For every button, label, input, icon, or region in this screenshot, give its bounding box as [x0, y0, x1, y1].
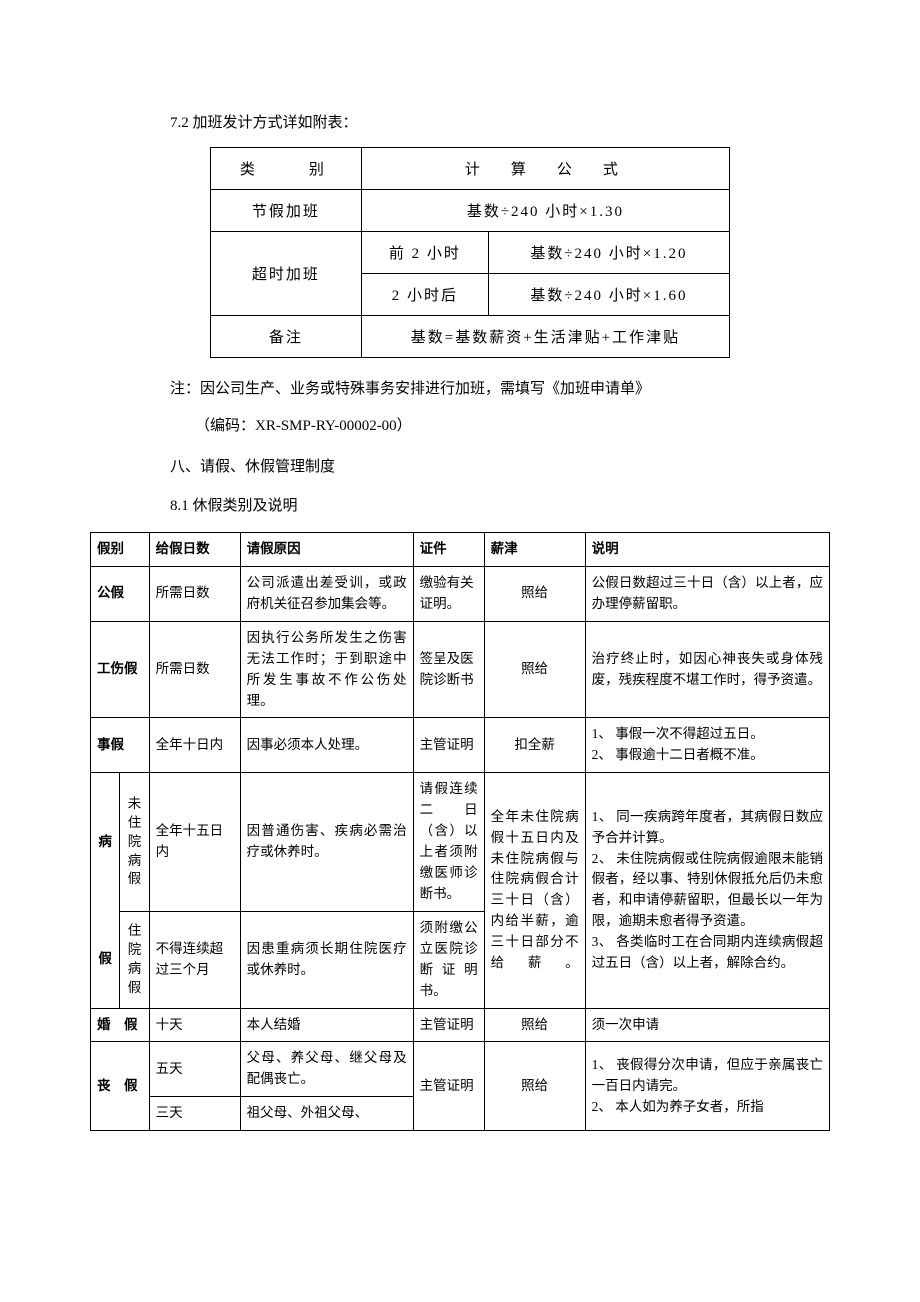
lv-marriage-type: 婚 假	[91, 1008, 150, 1042]
lv-row-marriage: 婚 假 十天 本人结婚 主管证明 照给 须一次申请	[91, 1008, 830, 1042]
lv-injury-type: 工伤假	[91, 621, 150, 718]
lv-sick-bottom: 假	[91, 911, 120, 1008]
lv-marriage-pay: 照给	[484, 1008, 585, 1042]
lv-sick-top: 病	[91, 773, 120, 912]
lv-injury-reason: 因执行公务所发生之伤害无法工作时；于到职途中所发生事故不作公伤处理。	[240, 621, 413, 718]
ot-after-sub: 2 小时后	[361, 274, 488, 316]
overtime-table: 类 别 计 算 公 式 节假加班 基数÷240 小时×1.30 超时加班 前 2…	[210, 147, 730, 358]
ot-holiday-label: 节假加班	[211, 190, 362, 232]
ot-after-formula: 基数÷240 小时×1.60	[488, 274, 729, 316]
lv-sick-pay: 全年未住院病假十五日内及未住院病假与住院病假合计三十日（含）内给半薪，逾三十日部…	[484, 773, 585, 1008]
leave-table: 假别 给假日数 请假原因 证件 薪津 说明 公假 所需日数 公司派遣出差受训，或…	[90, 532, 830, 1131]
lv-funeral-days1: 五天	[149, 1042, 240, 1097]
lv-marriage-doc: 主管证明	[413, 1008, 484, 1042]
lv-hdr-pay: 薪津	[484, 533, 585, 567]
lv-personal-doc: 主管证明	[413, 718, 484, 773]
ot-remark-label: 备注	[211, 316, 362, 358]
lv-injury-doc: 签呈及医院诊断书	[413, 621, 484, 718]
lv-funeral-pay: 照给	[484, 1042, 585, 1131]
lv-personal-reason: 因事必须本人处理。	[240, 718, 413, 773]
ot-hdr-type: 类 别	[211, 148, 362, 190]
lv-personal-days: 全年十日内	[149, 718, 240, 773]
lv-public-doc: 缴验有关证明。	[413, 566, 484, 621]
lv-hdr-doc: 证件	[413, 533, 484, 567]
lv-funeral-reason1: 父母、养父母、继父母及配偶丧亡。	[240, 1042, 413, 1097]
section-8: 八、请假、休假管理制度	[170, 454, 830, 481]
lv-funeral-days2: 三天	[149, 1097, 240, 1131]
lv-sick-out-doc: 请假连续二日（含）以上者须附缴医师诊断书。	[413, 773, 484, 912]
lv-sick-in-doc: 须附缴公立医院诊断证明书。	[413, 911, 484, 1008]
lv-hdr-type: 假别	[91, 533, 150, 567]
lv-public-reason: 公司派遣出差受训，或政府机关征召参加集会等。	[240, 566, 413, 621]
lv-sick-in-days: 不得连续超过三个月	[149, 911, 240, 1008]
ot-hdr-formula: 计 算 公 式	[361, 148, 729, 190]
lv-sick-note: 1、 同一疾病跨年度者，其病假日数应予合并计算。 2、 未住院病假或住院病假逾限…	[585, 773, 829, 1008]
lv-marriage-days: 十天	[149, 1008, 240, 1042]
lv-sick-in-sub: 住院病假	[120, 911, 149, 1008]
lv-personal-note: 1、 事假一次不得超过五日。 2、 事假逾十二日者概不准。	[585, 718, 829, 773]
note-line1: 注：因公司生产、业务或特殊事务安排进行加班，需填写《加班申请单》	[170, 376, 830, 403]
lv-personal-pay: 扣全薪	[484, 718, 585, 773]
lv-sick-out-sub: 未住院病假	[120, 773, 149, 912]
lv-row-injury: 工伤假 所需日数 因执行公务所发生之伤害无法工作时；于到职途中所发生事故不作公伤…	[91, 621, 830, 718]
lv-sick-out-days: 全年十五日内	[149, 773, 240, 912]
lv-row-sick-out: 病 未住院病假 全年十五日内 因普通伤害、疾病必需治疗或休养时。 请假连续二日（…	[91, 773, 830, 912]
lv-funeral-reason2: 祖父母、外祖父母、	[240, 1097, 413, 1131]
lv-sick-in-reason: 因患重病须长期住院医疗或休养时。	[240, 911, 413, 1008]
lv-row-public: 公假 所需日数 公司派遣出差受训，或政府机关征召参加集会等。 缴验有关证明。 照…	[91, 566, 830, 621]
lv-marriage-reason: 本人结婚	[240, 1008, 413, 1042]
lv-marriage-note: 须一次申请	[585, 1008, 829, 1042]
ot-first-sub: 前 2 小时	[361, 232, 488, 274]
lv-public-days: 所需日数	[149, 566, 240, 621]
lv-injury-note: 治疗终止时，如因心神丧失或身体残废，残疾程度不堪工作时，得予资遣。	[585, 621, 829, 718]
lv-personal-type: 事假	[91, 718, 150, 773]
lv-public-note: 公假日数超过三十日（含）以上者，应办理停薪留职。	[585, 566, 829, 621]
ot-first-formula: 基数÷240 小时×1.20	[488, 232, 729, 274]
note-line2: （编码：XR-SMP-RY-00002-00）	[195, 413, 830, 440]
ot-overtime-label: 超时加班	[211, 232, 362, 316]
overtime-heading: 7.2 加班发计方式详如附表：	[170, 110, 830, 137]
lv-sick-out-reason: 因普通伤害、疾病必需治疗或休养时。	[240, 773, 413, 912]
ot-holiday-formula: 基数÷240 小时×1.30	[361, 190, 729, 232]
lv-injury-pay: 照给	[484, 621, 585, 718]
lv-public-pay: 照给	[484, 566, 585, 621]
lv-row-funeral-1: 丧 假 五天 父母、养父母、继父母及配偶丧亡。 主管证明 照给 1、 丧假得分次…	[91, 1042, 830, 1097]
lv-injury-days: 所需日数	[149, 621, 240, 718]
lv-funeral-doc: 主管证明	[413, 1042, 484, 1131]
section-8-1: 8.1 休假类别及说明	[170, 493, 830, 520]
lv-hdr-reason: 请假原因	[240, 533, 413, 567]
lv-funeral-note: 1、 丧假得分次申请，但应于亲属丧亡一百日内请完。 2、 本人如为养子女者，所指	[585, 1042, 829, 1131]
lv-public-type: 公假	[91, 566, 150, 621]
lv-row-personal: 事假 全年十日内 因事必须本人处理。 主管证明 扣全薪 1、 事假一次不得超过五…	[91, 718, 830, 773]
lv-funeral-type: 丧 假	[91, 1042, 150, 1131]
lv-hdr-days: 给假日数	[149, 533, 240, 567]
ot-remark-text: 基数=基数薪资+生活津贴+工作津贴	[361, 316, 729, 358]
lv-hdr-note: 说明	[585, 533, 829, 567]
